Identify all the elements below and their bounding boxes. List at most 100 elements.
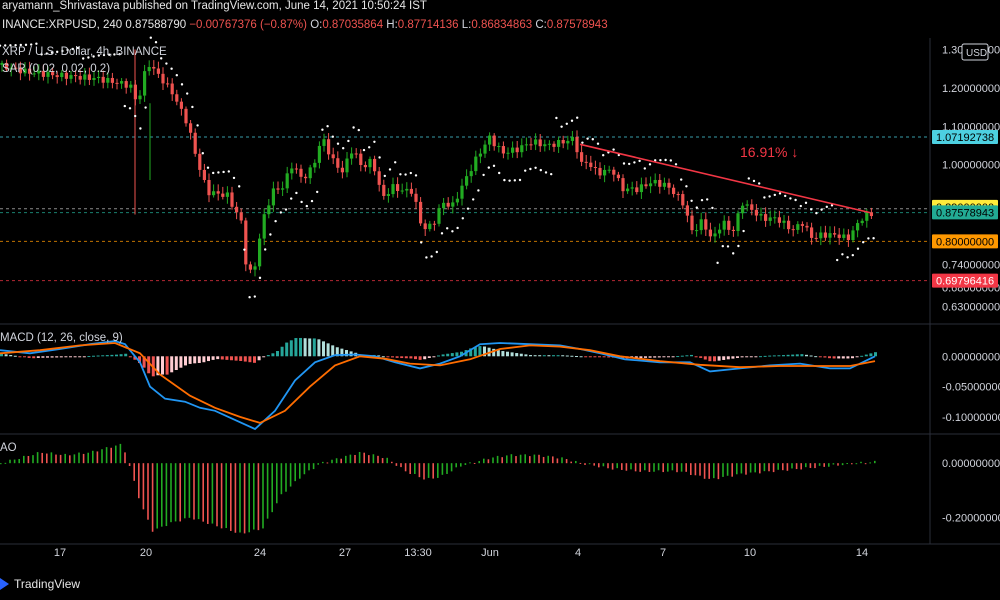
macd-label[interactable]: MACD (12, 26, close, 9) bbox=[0, 332, 123, 344]
macd-histogram-bar bbox=[565, 355, 569, 357]
sar-dot bbox=[586, 137, 589, 140]
publish-line: aryamann_Shrivastava published on Tradin… bbox=[2, 0, 427, 12]
macd-histogram-bar bbox=[317, 339, 321, 357]
candle-body bbox=[290, 168, 294, 174]
macd-histogram-bar bbox=[266, 355, 270, 357]
sar-dot bbox=[342, 147, 345, 150]
candle-body bbox=[0, 62, 4, 65]
macd-histogram-bar bbox=[851, 356, 854, 359]
macd-tick-label: -0.05000000 bbox=[942, 382, 1000, 394]
sar-dot bbox=[368, 146, 371, 149]
macd-histogram-bar bbox=[271, 353, 275, 357]
macd-histogram-bar bbox=[193, 356, 197, 364]
sar-dot bbox=[695, 206, 698, 209]
macd-histogram-bar bbox=[202, 356, 206, 363]
candle-body bbox=[580, 152, 584, 162]
macd-histogram-bar bbox=[685, 355, 689, 357]
ao-bar bbox=[13, 459, 16, 464]
candle-body bbox=[828, 233, 832, 238]
ao-bar bbox=[377, 455, 379, 464]
macd-histogram-bar bbox=[391, 356, 394, 358]
macd-histogram-bar bbox=[115, 354, 118, 357]
ao-bar bbox=[483, 458, 485, 464]
candle-body bbox=[262, 214, 266, 239]
candle-body bbox=[216, 191, 220, 194]
sar-dot bbox=[76, 46, 80, 50]
candle-body bbox=[271, 188, 275, 206]
pair-title: XRP / U.S. Dollar, 4h, BINANCE bbox=[2, 46, 167, 58]
ao-bar bbox=[805, 463, 807, 468]
ao-bar bbox=[69, 455, 71, 464]
footer-brand[interactable]: TradingView bbox=[14, 577, 81, 591]
candle-body bbox=[248, 264, 252, 270]
ao-bar bbox=[726, 463, 729, 476]
macd-histogram-bar bbox=[96, 355, 100, 357]
candle-body bbox=[796, 224, 800, 230]
price-change: −0.00767376 (−0.87%) bbox=[189, 19, 307, 31]
candle-body bbox=[561, 140, 565, 144]
symbol-exchange[interactable]: INANCE:XRPUSD, 240 bbox=[2, 19, 123, 31]
ao-bar bbox=[611, 463, 614, 470]
candle-body bbox=[60, 72, 64, 78]
candle-body bbox=[814, 237, 818, 239]
ao-bar bbox=[216, 463, 218, 527]
candle-body bbox=[584, 161, 588, 163]
price-tick-label: 1.20000000 bbox=[942, 83, 1000, 95]
candle-body bbox=[202, 169, 206, 180]
candle-body bbox=[156, 68, 160, 74]
ao-bar bbox=[777, 463, 779, 470]
ao-bar bbox=[667, 463, 669, 472]
ao-bar bbox=[703, 463, 706, 479]
candle-body bbox=[350, 153, 354, 159]
candle-body bbox=[327, 139, 331, 155]
sar-dot bbox=[550, 172, 553, 176]
ao-label[interactable]: AO bbox=[0, 442, 17, 454]
candle-body bbox=[501, 146, 505, 154]
macd-histogram-bar bbox=[50, 356, 54, 358]
ao-bar bbox=[754, 463, 756, 473]
sar-dot bbox=[347, 139, 350, 143]
ao-bar bbox=[653, 463, 655, 472]
high-value: 0.87714136 bbox=[397, 19, 459, 31]
macd-histogram-bar bbox=[377, 355, 381, 357]
candle-body bbox=[101, 76, 105, 83]
ao-bar bbox=[547, 455, 549, 464]
ao-bar bbox=[50, 452, 53, 464]
candle-body bbox=[207, 179, 211, 196]
candle-body bbox=[432, 223, 436, 225]
sar-dot bbox=[664, 158, 667, 162]
ao-bar bbox=[492, 457, 494, 464]
ao-bar bbox=[423, 463, 425, 480]
sar-dot bbox=[758, 182, 761, 185]
ao-bar bbox=[736, 463, 738, 475]
candle-body bbox=[681, 194, 685, 206]
ao-bar bbox=[731, 463, 733, 477]
sar-dot bbox=[61, 49, 64, 53]
candle-body bbox=[676, 194, 680, 196]
sar-dot bbox=[555, 116, 558, 120]
sar-dot bbox=[503, 178, 506, 182]
candle-body bbox=[317, 145, 321, 163]
macd-histogram-bar bbox=[110, 354, 114, 357]
sar-dot bbox=[862, 241, 865, 244]
macd-histogram-bar bbox=[694, 356, 698, 358]
sar-label[interactable]: SAR (0.02, 0.02, 0.2) bbox=[2, 63, 111, 75]
sar-dot bbox=[602, 154, 605, 157]
ao-bar bbox=[354, 454, 356, 464]
ao-bar bbox=[335, 458, 338, 464]
candle-body bbox=[354, 153, 358, 155]
candle-body bbox=[391, 184, 395, 195]
candle-body bbox=[69, 75, 73, 79]
macd-histogram-bar bbox=[671, 356, 675, 358]
sar-dot bbox=[716, 261, 719, 265]
sar-dot bbox=[680, 178, 683, 181]
macd-histogram-bar bbox=[322, 341, 325, 357]
candle-body bbox=[193, 132, 197, 154]
macd-histogram-bar bbox=[542, 355, 546, 357]
ao-bar bbox=[598, 463, 600, 468]
macd-histogram-bar bbox=[519, 353, 523, 357]
macd-histogram-bar bbox=[736, 356, 739, 358]
ao-bar bbox=[473, 462, 476, 464]
